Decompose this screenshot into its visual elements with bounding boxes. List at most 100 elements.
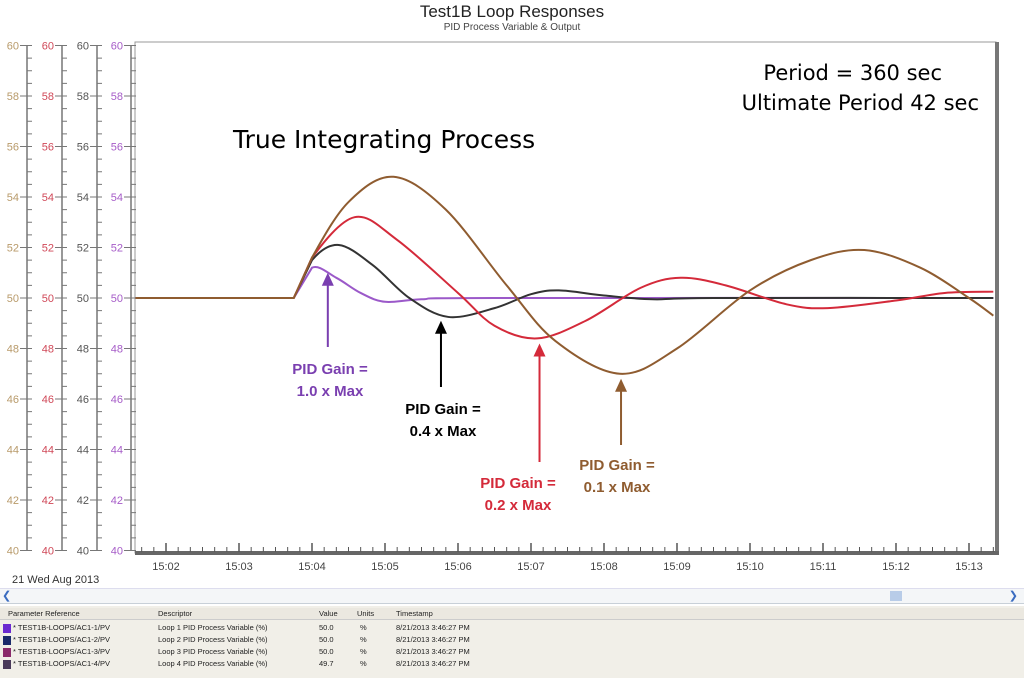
- y-tick-label: 44: [7, 445, 19, 457]
- descriptor: Loop 1 PID Process Variable (%): [158, 623, 268, 632]
- y-tick-label: 50: [42, 293, 54, 305]
- scroll-thumb[interactable]: [890, 591, 902, 601]
- header-value[interactable]: Value: [319, 609, 338, 618]
- x-tick-label: 15:12: [882, 561, 910, 573]
- descriptor: Loop 2 PID Process Variable (%): [158, 635, 268, 644]
- y-tick-label: 60: [111, 41, 123, 53]
- y-tick-label: 40: [7, 546, 19, 558]
- annotation-line: 0.1 x Max: [583, 479, 651, 496]
- y-tick-label: 48: [111, 344, 123, 356]
- param-reference: * TEST1B-LOOPS/AC1-2/PV: [3, 634, 110, 645]
- arrow-head-icon: [533, 343, 546, 357]
- x-tick-label: 15:04: [298, 561, 326, 573]
- annotation-line: 0.2 x Max: [484, 497, 552, 514]
- units: %: [360, 647, 367, 656]
- arrow-head-icon: [434, 320, 447, 334]
- table-row[interactable]: * TEST1B-LOOPS/AC1-2/PV Loop 2 PID Proce…: [0, 634, 1024, 645]
- timestamp: 8/21/2013 3:46:27 PM: [396, 659, 470, 668]
- y-tick-label: 54: [111, 192, 123, 204]
- param-reference-text: * TEST1B-LOOPS/AC1-4/PV: [13, 659, 110, 668]
- x-tick-label: 15:07: [517, 561, 545, 573]
- param-reference: * TEST1B-LOOPS/AC1-1/PV: [3, 622, 110, 633]
- header-descriptor[interactable]: Descriptor: [158, 609, 193, 618]
- timestamp: 8/21/2013 3:46:27 PM: [396, 635, 470, 644]
- annotation-line: PID Gain =: [579, 457, 655, 474]
- y-tick-label: 50: [7, 293, 19, 305]
- color-swatch: [3, 647, 11, 657]
- annotation-line: PID Gain =: [405, 401, 481, 418]
- y-tick-label: 52: [77, 243, 89, 255]
- color-swatch: [3, 635, 11, 645]
- annotation-gain-1.0: PID Gain = 1.0 x Max: [275, 359, 385, 403]
- x-tick-label: 15:10: [736, 561, 764, 573]
- y-tick-label: 54: [7, 192, 19, 204]
- x-tick-label: 15:02: [152, 561, 180, 573]
- x-tick-label: 15:03: [225, 561, 253, 573]
- chart-svg: 40 42 44 46 48 50 52 54 56 58 60 40 42 44 46 48 50 52 54 56…: [7, 41, 999, 573]
- x-tick-label: 15:13: [955, 561, 983, 573]
- annotation-gain-0.2: PID Gain = 0.2 x Max: [463, 473, 573, 517]
- header-parameter-reference[interactable]: Parameter Reference: [8, 609, 80, 618]
- y-tick-label: 48: [42, 344, 54, 356]
- descriptor: Loop 3 PID Process Variable (%): [158, 647, 268, 656]
- y-tick-label: 52: [111, 243, 123, 255]
- chart-subtitle: PID Process Variable & Output: [443, 22, 581, 33]
- y-tick-label: 46: [7, 394, 19, 406]
- y-tick-label: 42: [42, 495, 54, 507]
- value: 50.0: [319, 623, 334, 632]
- y-tick-label: 56: [77, 142, 89, 154]
- param-reference-text: * TEST1B-LOOPS/AC1-1/PV: [13, 623, 110, 632]
- timestamp: 8/21/2013 3:46:27 PM: [396, 647, 470, 656]
- table-row[interactable]: * TEST1B-LOOPS/AC1-3/PV Loop 3 PID Proce…: [0, 646, 1024, 657]
- header-timestamp[interactable]: Timestamp: [396, 609, 433, 618]
- y-tick-label: 52: [42, 243, 54, 255]
- y-tick-label: 40: [111, 546, 123, 558]
- y-tick-label: 54: [77, 192, 89, 204]
- timestamp: 8/21/2013 3:46:27 PM: [396, 623, 470, 632]
- y-axis-2: 40 42 44 46 48 50 52 54 56 58 60: [42, 41, 67, 558]
- param-reference-text: * TEST1B-LOOPS/AC1-3/PV: [13, 647, 110, 656]
- y-tick-label: 50: [77, 293, 89, 305]
- x-tick-label: 15:06: [444, 561, 472, 573]
- parameter-table: Parameter Reference Descriptor Value Uni…: [0, 606, 1024, 678]
- y-axis-3: 40 42 44 46 48 50 52 54 56 58 60: [77, 41, 102, 558]
- param-reference: * TEST1B-LOOPS/AC1-4/PV: [3, 658, 110, 669]
- header-units[interactable]: Units: [357, 609, 375, 618]
- y-tick-label: 40: [42, 546, 54, 558]
- param-reference-text: * TEST1B-LOOPS/AC1-2/PV: [13, 635, 110, 644]
- horizontal-scrollbar[interactable]: ❮ ❯: [0, 588, 1024, 604]
- series-line-3: [135, 215, 994, 340]
- units: %: [360, 635, 367, 644]
- series-line-4: [135, 175, 994, 375]
- descriptor: Loop 4 PID Process Variable (%): [158, 659, 268, 668]
- scroll-right-icon[interactable]: ❯: [1008, 590, 1018, 602]
- annotation-line: 1.0 x Max: [296, 383, 364, 400]
- units: %: [360, 659, 367, 668]
- y-tick-label: 60: [77, 41, 89, 53]
- y-tick-label: 46: [77, 394, 89, 406]
- table-header: Parameter Reference Descriptor Value Uni…: [0, 608, 1024, 620]
- y-tick-label: 46: [42, 394, 54, 406]
- annotation-period: Period = 360 sec: [763, 61, 942, 85]
- y-tick-label: 44: [77, 445, 89, 457]
- x-tick-label: 15:11: [810, 561, 837, 573]
- arrow-head-icon: [321, 272, 334, 286]
- series-line-2: [135, 243, 994, 319]
- x-tick-label: 15:05: [371, 561, 399, 573]
- table-row[interactable]: * TEST1B-LOOPS/AC1-1/PV Loop 1 PID Proce…: [0, 622, 1024, 633]
- table-row[interactable]: * TEST1B-LOOPS/AC1-4/PV Loop 4 PID Proce…: [0, 658, 1024, 669]
- y-tick-label: 52: [7, 243, 19, 255]
- arrow-head-icon: [615, 378, 628, 392]
- annotation-line: PID Gain =: [480, 475, 556, 492]
- y-tick-label: 60: [7, 41, 19, 53]
- date-label: 21 Wed Aug 2013: [12, 574, 100, 586]
- color-swatch: [3, 623, 11, 633]
- chart-title: Test1B Loop Responses: [419, 2, 605, 21]
- y-tick-label: 60: [42, 41, 54, 53]
- y-tick-label: 48: [77, 344, 89, 356]
- scroll-left-icon[interactable]: ❮: [2, 590, 12, 602]
- y-tick-label: 50: [111, 293, 123, 305]
- y-tick-label: 54: [42, 192, 54, 204]
- y-tick-label: 44: [42, 445, 54, 457]
- param-reference: * TEST1B-LOOPS/AC1-3/PV: [3, 646, 110, 657]
